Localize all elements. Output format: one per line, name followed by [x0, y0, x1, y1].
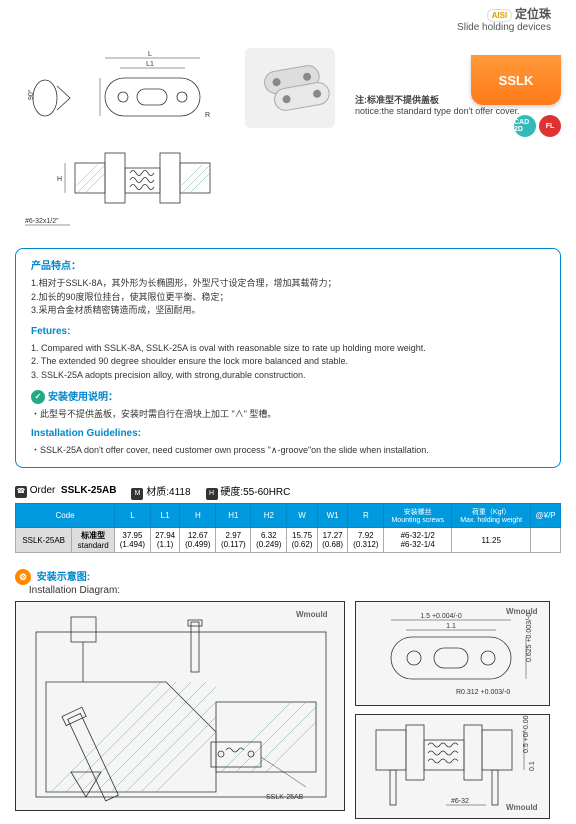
features-en-3: 3. SSLK-25A adopts precision alloy, with… — [31, 369, 545, 383]
th-screws: 安装螺丝 Mounting screws — [384, 504, 452, 528]
td-W: 15.75 (0.62) — [287, 528, 318, 553]
td-price — [531, 528, 561, 553]
badge-group: CAD 2D FL — [514, 115, 561, 137]
td-code: SSLK-25AB — [16, 528, 72, 553]
td-R: 7.92 (0.312) — [348, 528, 384, 553]
td-L: 37.95 (1.494) — [115, 528, 151, 553]
notice-text: 注:标准型不提供盖板 notice:the standard type don'… — [355, 93, 520, 233]
th-L1: L1 — [150, 504, 180, 528]
table-header-row: Code L L1 H H1 H2 W W1 R 安装螺丝 Mounting s… — [16, 504, 561, 528]
install-diagram-main: Wmould — [15, 601, 345, 811]
svg-text:Wmould: Wmould — [506, 803, 538, 812]
td-weight: 11.25 — [452, 528, 531, 553]
material-label: 材质:4118 — [146, 487, 190, 498]
page-header: AISI 定位珠 Slide holding devices — [15, 5, 561, 33]
technical-drawing-main: L L1 R 90° — [15, 43, 225, 233]
td-L1: 27.94 (1.1) — [150, 528, 180, 553]
th-W1: W1 — [317, 504, 348, 528]
info-box: 产品特点： 1.相对于SSLK-8A，其外形为长椭圆形，外型尺寸设定合理，增加其… — [15, 248, 561, 468]
notice-en: notice:the standard type don't offer cov… — [355, 106, 520, 116]
order-row: ☎ Order SSLK-25AB M 材质:4118 H 硬度:55-60HR… — [15, 483, 561, 500]
badge-2d-icon: CAD 2D — [514, 115, 536, 137]
table-row: SSLK-25AB 标准型standard 37.95 (1.494) 27.9… — [16, 528, 561, 553]
th-W: W — [287, 504, 318, 528]
svg-text:L1: L1 — [146, 61, 154, 68]
td-H2: 6.32 (0.249) — [251, 528, 287, 553]
svg-text:L: L — [148, 51, 152, 58]
product-photo — [240, 43, 340, 233]
hardness-icon: H — [206, 488, 218, 500]
diagram-title-cn: 安装示意图: — [37, 572, 90, 583]
hardness-label: 硬度:55-60HRC — [220, 487, 290, 498]
features-cn-1: 1.相对于SSLK-8A，其外形为长椭圆形，外型尺寸设定合理，增加其载荷力； — [31, 277, 545, 291]
order-code: SSLK-25AB — [61, 485, 117, 496]
th-H1: H1 — [216, 504, 251, 528]
features-cn-2: 2.加长的90度限位挂台，使其限位更平衡、稳定； — [31, 291, 545, 305]
phone-icon: ☎ — [15, 486, 27, 498]
svg-text:#6-32x1/2": #6-32x1/2" — [25, 218, 59, 225]
th-code: Code — [16, 504, 115, 528]
install-icon: ✓ — [31, 390, 45, 404]
install-diagram-top: Wmould 1.5 +0.004/-0 1.1 R0.312 +0.003/-… — [355, 601, 550, 706]
title-cn: 定位珠 — [515, 7, 551, 21]
diagram-section: Wmould — [15, 601, 561, 819]
diagram-title: ⚙ 安装示意图: Installation Diagram: — [15, 568, 561, 596]
install-cn-1: ・此型号不提供盖板，安装时需自行在滑块上加工 "∧" 型槽。 — [31, 408, 545, 422]
th-price: @¥/P — [531, 504, 561, 528]
svg-text:R: R — [205, 112, 210, 119]
svg-text:0.5 +0/-0.002: 0.5 +0/-0.002 — [523, 715, 530, 753]
title-en: Slide holding devices — [457, 22, 551, 33]
sslk-tab: SSLK — [471, 55, 561, 105]
material-icon: M — [131, 488, 143, 500]
svg-text:90°: 90° — [27, 89, 35, 100]
svg-text:0.1: 0.1 — [529, 761, 536, 771]
order-label: Order — [30, 485, 56, 496]
install-title-en: Installation Guidelines: — [31, 426, 545, 441]
svg-text:0.625 +0.003/-0: 0.625 +0.003/-0 — [526, 613, 533, 662]
td-screws: #6-32-1/2 #6-32-1/4 — [384, 528, 452, 553]
badge-fl-icon: FL — [539, 115, 561, 137]
svg-text:SSLK-25AB: SSLK-25AB — [266, 794, 304, 801]
features-cn-3: 3.采用合金材质精密铸造而成，坚固耐用。 — [31, 304, 545, 318]
th-H2: H2 — [251, 504, 287, 528]
diagram-title-en: Installation Diagram: — [29, 585, 120, 596]
diagram-icon: ⚙ — [15, 569, 31, 585]
th-H: H — [180, 504, 216, 528]
svg-text:1.1: 1.1 — [446, 623, 456, 630]
td-H: 12.67 (0.499) — [180, 528, 216, 553]
features-title-en: Fetures: — [31, 324, 545, 339]
td-H1: 2.97 (0.117) — [216, 528, 251, 553]
th-L: L — [115, 504, 151, 528]
install-diagram-bottom: 0.5 +0/-0.002 0.1 #6-32 Wmould — [355, 714, 550, 819]
features-en-1: 1. Compared with SSLK-8A, SSLK-25A is ov… — [31, 342, 545, 356]
svg-text:#6-32: #6-32 — [451, 798, 469, 805]
svg-text:1.5 +0.004/-0: 1.5 +0.004/-0 — [420, 613, 462, 620]
th-weight: 荷重（Kgf） Max. holding weight — [452, 504, 531, 528]
install-title-cn: ✓安装使用说明： — [31, 390, 545, 405]
svg-text:H: H — [57, 176, 62, 183]
td-W1: 17.27 (0.68) — [317, 528, 348, 553]
features-title-cn: 产品特点： — [31, 259, 545, 274]
aisi-logo: AISI — [487, 9, 513, 22]
install-en-1: ・SSLK-25A don't offer cover, need custom… — [31, 444, 545, 458]
th-R: R — [348, 504, 384, 528]
features-en-2: 2. The extended 90 degree shoulder ensur… — [31, 355, 545, 369]
svg-text:R0.312 +0.003/-0: R0.312 +0.003/-0 — [456, 689, 510, 696]
svg-text:Wmould: Wmould — [296, 610, 328, 619]
spec-table: Code L L1 H H1 H2 W W1 R 安装螺丝 Mounting s… — [15, 503, 561, 553]
td-type: 标准型standard — [72, 528, 115, 553]
